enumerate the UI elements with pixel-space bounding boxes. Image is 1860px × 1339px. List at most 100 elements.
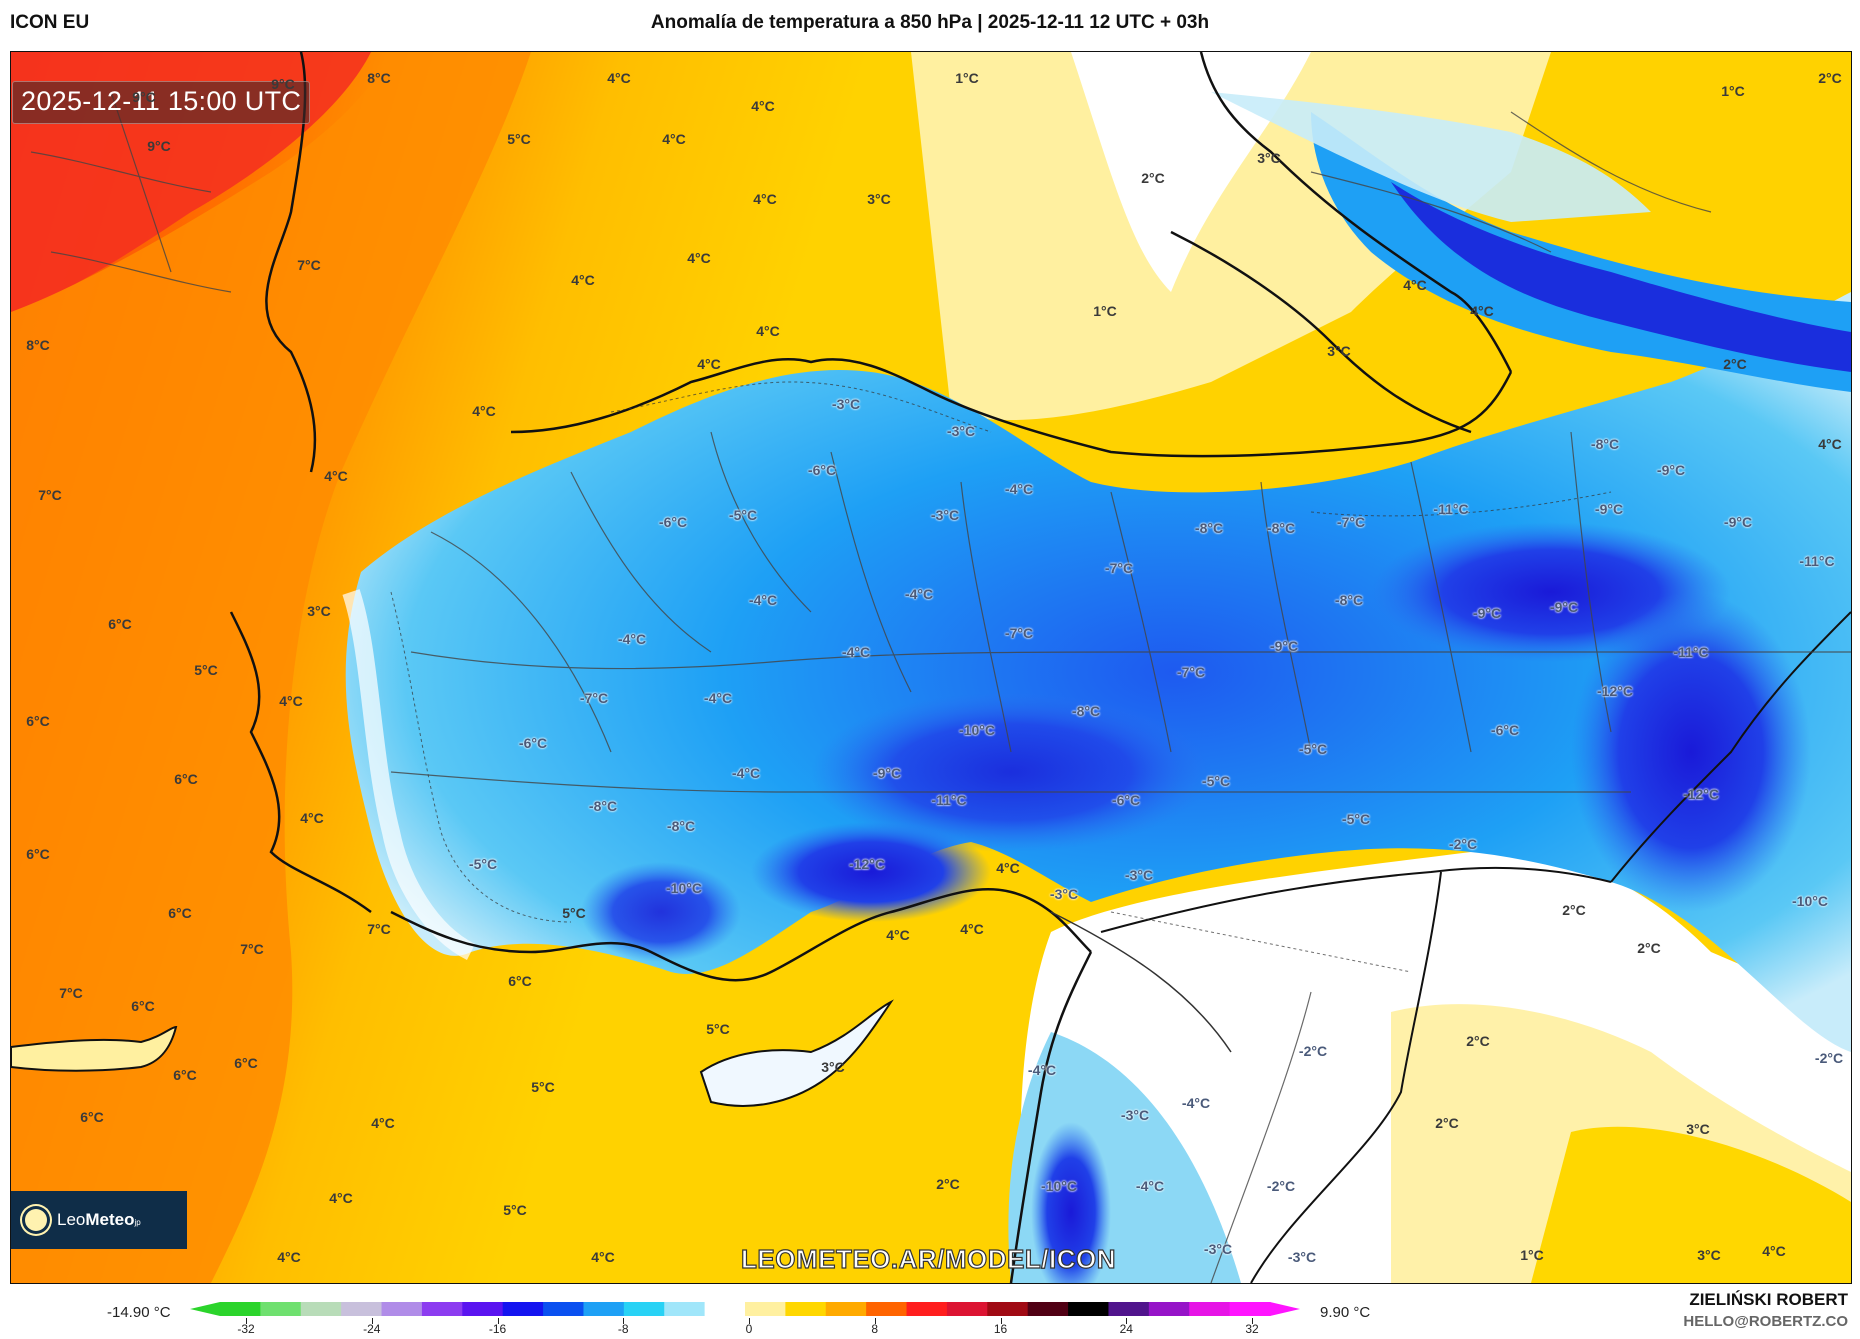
leometeo-logo[interactable]: LeoMeteojp xyxy=(11,1191,187,1249)
temperature-label: 1°C xyxy=(955,70,979,86)
colorbar-max-label: 9.90 °C xyxy=(1320,1304,1371,1321)
temperature-label: 3°C xyxy=(307,603,331,619)
temperature-label: -3°C xyxy=(1124,867,1154,883)
temperature-label: -5°C xyxy=(1201,773,1231,789)
temperature-label: 4°C xyxy=(697,356,721,372)
temperature-label: -4°C xyxy=(1027,1062,1057,1078)
colorbar-tick xyxy=(874,1318,876,1324)
temperature-label: -4°C xyxy=(1181,1095,1211,1111)
colorbar-tick xyxy=(623,1318,625,1324)
colorbar-tick xyxy=(1252,1318,1253,1324)
temperature-label: 3°C xyxy=(1327,343,1351,359)
temperature-label: -7°C xyxy=(1336,514,1366,530)
temperature-label: 4°C xyxy=(960,921,984,937)
logo-text: LeoMeteojp xyxy=(57,1210,141,1229)
temperature-label: 6°C xyxy=(174,771,198,787)
colorbar-tick-label: -16 xyxy=(488,1322,507,1336)
temperature-label: -8°C xyxy=(1194,520,1224,536)
temperature-label: 6°C xyxy=(173,1067,197,1083)
temperature-label: -10°C xyxy=(1041,1178,1077,1194)
temperature-label: 8°C xyxy=(367,70,391,86)
temperature-anomaly-map[interactable]: 2025-12-11 15:00 UTC 9°C 9°C 8°C 9°C 4°C 4°C 4… xyxy=(10,51,1852,1284)
temperature-label: -9°C xyxy=(1594,501,1624,517)
temperature-label: 6°C xyxy=(508,973,532,989)
temperature-label: 4°C xyxy=(996,860,1020,876)
colorbar xyxy=(190,1302,1300,1316)
temperature-label: -3°C xyxy=(1203,1241,1233,1257)
model-name: ICON EU xyxy=(10,12,90,33)
temperature-label: 7°C xyxy=(240,941,264,957)
temperature-label: -5°C xyxy=(1341,811,1371,827)
temperature-label: -12°C xyxy=(849,856,885,872)
temperature-label: 4°C xyxy=(751,98,775,114)
temperature-label: 4°C xyxy=(1470,303,1494,319)
temperature-label: -11°C xyxy=(1673,644,1709,660)
colorbar-tick xyxy=(371,1318,373,1324)
temperature-label: -8°C xyxy=(588,798,618,814)
temperature-label: -8°C xyxy=(1590,436,1620,452)
temperature-label: -4°C xyxy=(904,586,934,602)
temperature-label: -3°C xyxy=(1120,1107,1150,1123)
temperature-label: -2°C xyxy=(1448,836,1478,852)
temperature-label: 2°C xyxy=(1435,1115,1459,1131)
temperature-label: -9°C xyxy=(1723,514,1753,530)
temperature-label: 7°C xyxy=(367,921,391,937)
temperature-label: 2°C xyxy=(936,1176,960,1192)
temperature-label: 2°C xyxy=(1723,356,1747,372)
temperature-label: 2°C xyxy=(1466,1033,1490,1049)
temperature-label: -6°C xyxy=(1490,722,1520,738)
colorbar-tick xyxy=(497,1318,499,1324)
author-email[interactable]: HELLO@ROBERTZ.CO xyxy=(1683,1313,1848,1330)
temperature-label: 5°C xyxy=(194,662,218,678)
temperature-label: 1°C xyxy=(1093,303,1117,319)
map-field xyxy=(11,52,1851,1283)
temperature-label: 4°C xyxy=(886,927,910,943)
temperature-label: -4°C xyxy=(841,644,871,660)
author-name: ZIELIŃSKI ROBERT xyxy=(1689,1290,1848,1309)
temperature-label: 9°C xyxy=(271,76,295,92)
temperature-label: 4°C xyxy=(591,1249,615,1265)
temperature-label: -7°C xyxy=(1176,664,1206,680)
colorbar-tick xyxy=(246,1318,247,1324)
temperature-label: 5°C xyxy=(503,1202,527,1218)
temperature-label: 6°C xyxy=(108,616,132,632)
temperature-label: 5°C xyxy=(706,1021,730,1037)
temperature-label: -4°C xyxy=(617,631,647,647)
temperature-label: -12°C xyxy=(1683,786,1719,802)
temperature-label: 4°C xyxy=(1403,277,1427,293)
temperature-label: 9°C xyxy=(147,138,171,154)
temperature-label: 4°C xyxy=(300,810,324,826)
temperature-label: -6°C xyxy=(518,735,548,751)
colorbar-tick-label: 8 xyxy=(871,1322,879,1336)
temperature-label: 2°C xyxy=(1637,940,1661,956)
temperature-label: -11°C xyxy=(931,792,967,808)
temperature-label: 4°C xyxy=(662,131,686,147)
source-watermark: LEOMETEO.AR/MODEL/ICON xyxy=(740,1243,1116,1274)
temperature-label: -4°C xyxy=(1135,1178,1165,1194)
valid-time-badge: 2025-12-11 15:00 UTC xyxy=(12,81,311,124)
temperature-label: 5°C xyxy=(531,1079,555,1095)
temperature-label: -12°C xyxy=(1597,683,1633,699)
temperature-label: 4°C xyxy=(756,323,780,339)
temperature-label: -8°C xyxy=(666,818,696,834)
temperature-label: -5°C xyxy=(468,856,498,872)
temperature-label: -3°C xyxy=(930,507,960,523)
colorbar-tick-label: -24 xyxy=(363,1322,381,1336)
colorbar-tick-label: 16 xyxy=(993,1322,1008,1336)
temperature-label: 3°C xyxy=(821,1059,845,1075)
temperature-label: -6°C xyxy=(807,462,837,478)
colorbar-tick-label: -8 xyxy=(617,1322,629,1336)
temperature-label: 4°C xyxy=(571,272,595,288)
temperature-label: -4°C xyxy=(748,592,778,608)
colorbar-tick-label: 32 xyxy=(1245,1322,1259,1336)
temperature-label: -8°C xyxy=(1071,703,1101,719)
temperature-label: 9°C xyxy=(132,89,156,105)
temperature-label: 3°C xyxy=(1697,1247,1721,1263)
colorbar-tick xyxy=(1000,1318,1002,1324)
temperature-label: -8°C xyxy=(1334,592,1364,608)
temperature-label: -6°C xyxy=(1111,792,1141,808)
temperature-label: 4°C xyxy=(329,1190,353,1206)
colorbar-min-label: -14.90 °C xyxy=(107,1304,171,1321)
temperature-label: 4°C xyxy=(371,1115,395,1131)
temperature-label: -2°C xyxy=(1814,1050,1844,1066)
